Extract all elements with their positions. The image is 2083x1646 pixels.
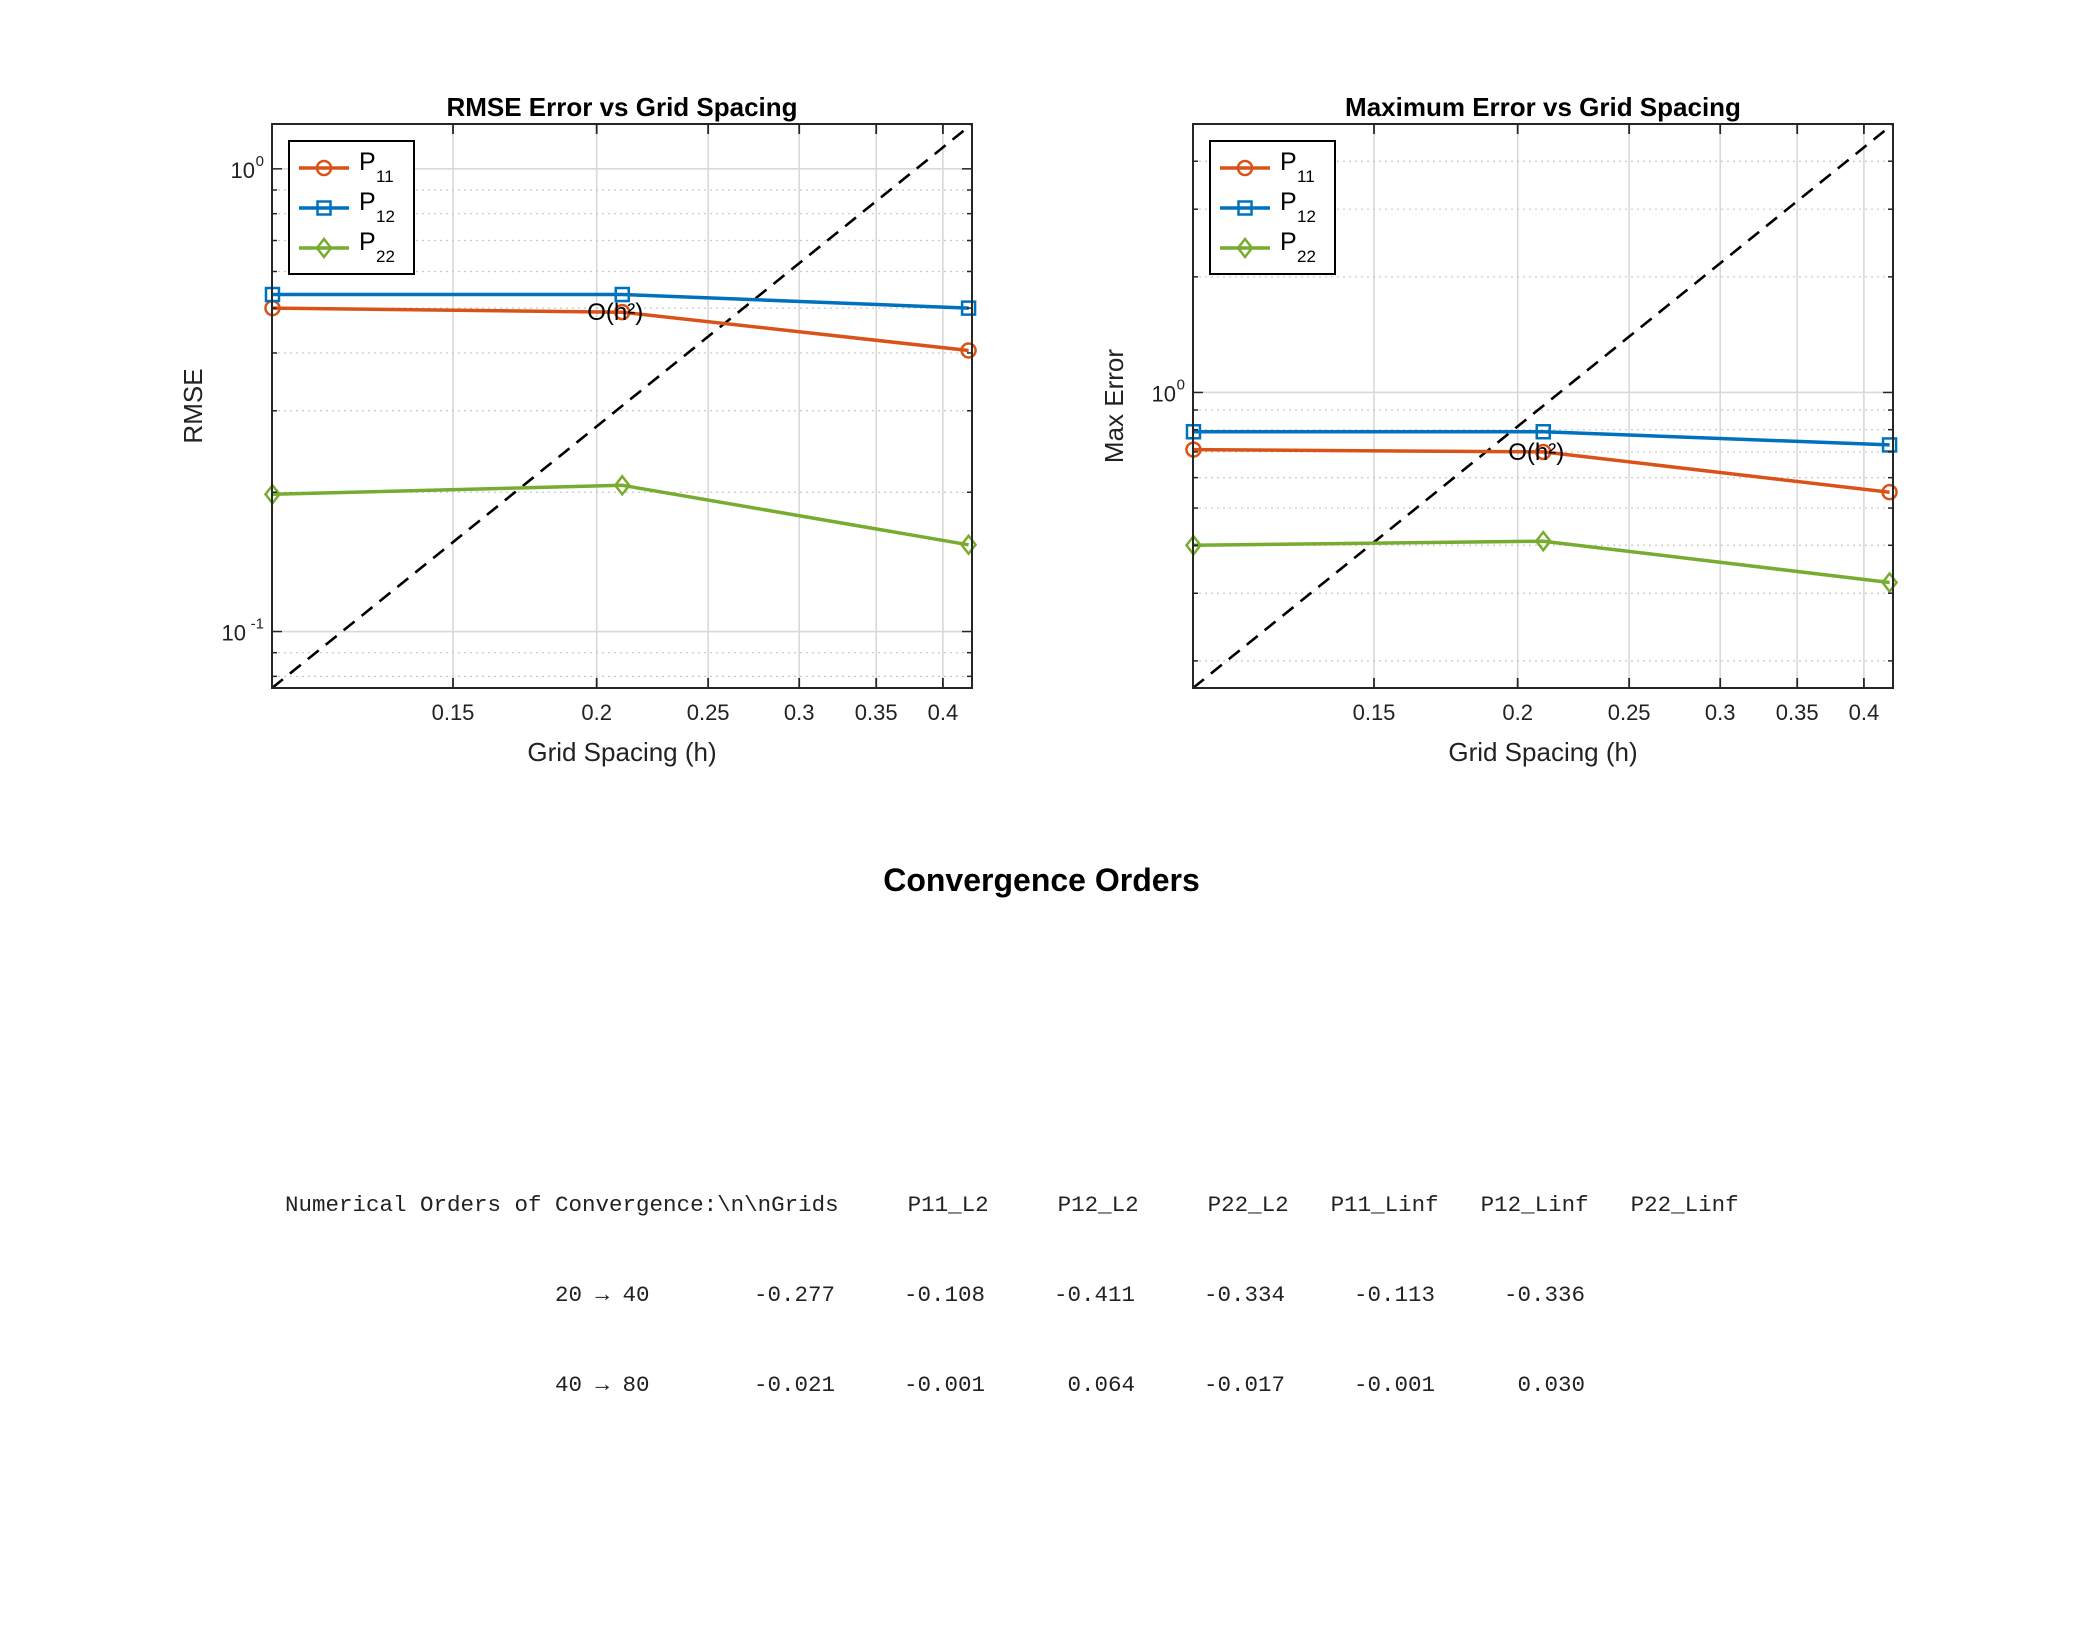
legend-label-subscript: 11 xyxy=(1297,167,1315,186)
axes-box xyxy=(1192,123,1894,689)
table-row: 20 → 40 -0.277 -0.108 -0.411 -0.334 -0.113 -0.… xyxy=(285,1280,1739,1310)
column-header: P12_Linf xyxy=(1480,1192,1589,1218)
x-axis-label: Grid Spacing (h) xyxy=(1448,737,1637,767)
x-tick-label: 0.2 xyxy=(1502,700,1533,725)
value-cell: -0.277 xyxy=(753,1282,835,1308)
legend-marker-p12 xyxy=(316,200,332,216)
grid xyxy=(1193,124,1893,688)
data-point-p22 xyxy=(959,533,978,556)
legend-label-subscript: 22 xyxy=(1297,247,1316,266)
order-annotation: O(h²) xyxy=(1508,439,1564,466)
legend-marker-p22 xyxy=(315,236,333,260)
column-header: P22_Linf xyxy=(1630,1192,1739,1218)
chart-title: RMSE Error vs Grid Spacing xyxy=(446,92,797,122)
legend-marker-p12 xyxy=(1237,200,1253,216)
legend-box xyxy=(288,140,415,275)
y-tick-label: 10 xyxy=(222,621,246,646)
value-cell: -0.113 xyxy=(1353,1282,1435,1308)
x-tick-label: 0.4 xyxy=(928,700,959,725)
reference-line xyxy=(1193,124,1893,688)
series-line-p11 xyxy=(272,306,969,353)
orders-table-header-prefix: Numerical Orders of Convergence:\n\nGrid… xyxy=(285,1192,839,1218)
legend-label: P xyxy=(1280,188,1297,216)
legend-label-subscript: 12 xyxy=(376,207,395,226)
x-axis-label: Grid Spacing (h) xyxy=(527,737,716,767)
order-annotation: O(h²) xyxy=(587,299,643,326)
x-tick-label: 0.35 xyxy=(855,700,898,725)
series-line-p22 xyxy=(272,483,969,547)
value-cell: -0.001 xyxy=(903,1372,985,1398)
y-axis-label: Max Error xyxy=(1099,349,1129,463)
max-error-chart: O(h²) 0.15 0.2 0.25 0.3 0.35 0.4 10 0 Maximum Err… xyxy=(1099,92,1899,767)
series-line-p12 xyxy=(272,292,969,310)
legend-label: P xyxy=(1280,228,1297,256)
legend-marker-p11 xyxy=(315,159,333,177)
y-tick-label: 10 xyxy=(1152,381,1176,406)
y-tick-label: 10 xyxy=(231,158,255,183)
table-row: 40 → 80 -0.021 -0.001 0.064 -0.017 -0.001 0.03… xyxy=(285,1370,1739,1400)
legend-label: P xyxy=(359,188,376,216)
x-tick-label: 0.15 xyxy=(432,700,475,725)
legend-label: P xyxy=(359,148,376,176)
data-point-p22 xyxy=(1534,530,1552,553)
x-tick-label: 0.25 xyxy=(1608,700,1651,725)
column-header: P11_L2 xyxy=(907,1192,989,1218)
value-cell: -0.411 xyxy=(1053,1282,1135,1308)
y-axis-label: RMSE xyxy=(178,368,208,443)
grids-cell: 20 → 40 xyxy=(555,1282,650,1308)
y-tick-exponent: 0 xyxy=(1177,376,1185,393)
data-point-p11 xyxy=(1535,443,1552,461)
data-point-p11 xyxy=(614,303,631,321)
orders-table: Numerical Orders of Convergence:\n\nGrid… xyxy=(285,1130,1739,1430)
grids-cell: 40 → 80 xyxy=(555,1372,650,1398)
series-line-p11 xyxy=(1193,447,1890,494)
column-header: P22_L2 xyxy=(1207,1192,1289,1218)
value-cell: -0.336 xyxy=(1503,1282,1585,1308)
series-line-p12 xyxy=(1193,430,1890,447)
axes-box xyxy=(271,123,973,689)
data-point-p12 xyxy=(614,286,631,303)
x-tick-label: 0.4 xyxy=(1849,700,1880,725)
value-cell: -0.021 xyxy=(753,1372,835,1398)
legend-marker-p11 xyxy=(1236,159,1254,177)
data-point-p22 xyxy=(1880,571,1899,594)
value-cell: 0.064 xyxy=(1067,1372,1135,1398)
x-tick-label: 0.2 xyxy=(581,700,612,725)
data-point-p11 xyxy=(960,342,977,359)
x-tick-label: 0.3 xyxy=(1705,700,1736,725)
legend-label-subscript: 22 xyxy=(376,247,395,266)
x-tick-label: 0.3 xyxy=(784,700,815,725)
column-header: P12_L2 xyxy=(1057,1192,1139,1218)
x-tick-label: 0.25 xyxy=(687,700,730,725)
convergence-orders-title: Convergence Orders xyxy=(883,862,1200,898)
data-point-p12 xyxy=(1535,424,1552,440)
legend-label-subscript: 12 xyxy=(1297,207,1316,226)
legend-label-subscript: 11 xyxy=(376,167,394,186)
x-tick-label: 0.15 xyxy=(1353,700,1396,725)
legend-label: P xyxy=(359,228,376,256)
legend-marker-p22 xyxy=(1236,236,1254,260)
legend-label: P xyxy=(1280,148,1297,176)
y-tick-exponent: -1 xyxy=(251,616,264,633)
data-point-p22 xyxy=(613,474,631,497)
value-cell: -0.017 xyxy=(1203,1372,1285,1398)
data-point-p12 xyxy=(960,300,977,316)
chart-title: Maximum Error vs Grid Spacing xyxy=(1345,92,1741,122)
reference-line xyxy=(272,124,972,688)
column-header: P11_Linf xyxy=(1330,1192,1439,1218)
series-line-p22 xyxy=(1193,539,1890,585)
data-point-p11 xyxy=(1881,483,1898,501)
value-cell: -0.001 xyxy=(1353,1372,1435,1398)
value-cell: -0.108 xyxy=(903,1282,985,1308)
value-cell: 0.030 xyxy=(1517,1372,1585,1398)
x-tick-label: 0.35 xyxy=(1776,700,1819,725)
y-tick-exponent: 0 xyxy=(256,153,264,170)
orders-table-header: Numerical Orders of Convergence:\n\nGrid… xyxy=(285,1190,1739,1220)
value-cell: -0.334 xyxy=(1203,1282,1285,1308)
